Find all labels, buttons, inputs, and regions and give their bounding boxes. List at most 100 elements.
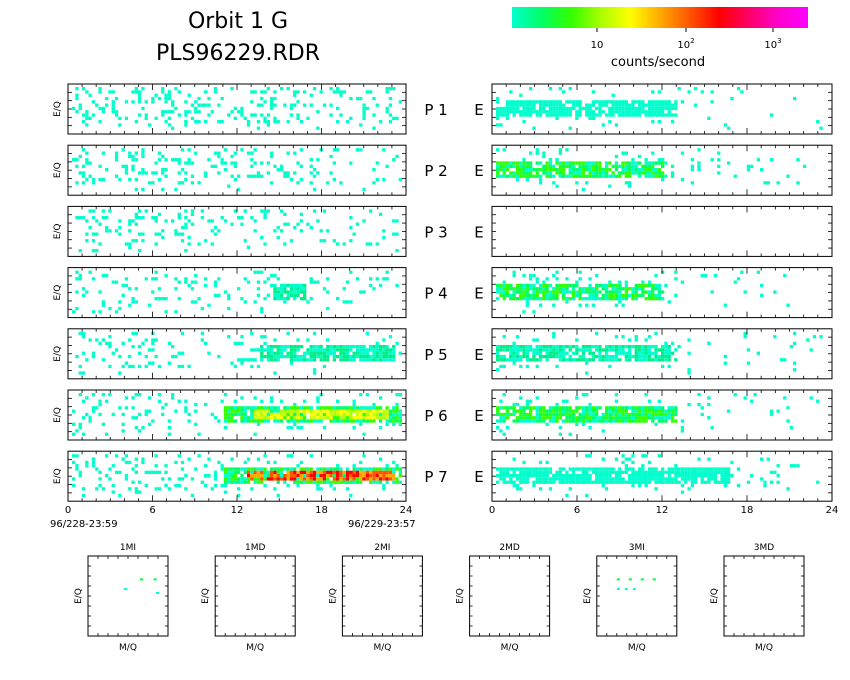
- spectrogram-cell: [91, 100, 96, 104]
- spectrogram-cell: [260, 113, 264, 117]
- spectrogram-cell: [154, 171, 158, 175]
- spectrogram-cell: [385, 406, 389, 410]
- spectrogram-cell: [81, 493, 86, 498]
- spectrogram-cell: [631, 164, 635, 168]
- spectrogram-cell: [545, 168, 549, 172]
- spectrogram-cell: [618, 467, 622, 471]
- spectrogram-cell: [349, 474, 353, 478]
- spectrogram-cell: [111, 103, 115, 107]
- spectrogram-cell: [223, 477, 228, 481]
- spectrogram-cell: [634, 287, 638, 291]
- spectrogram-cell: [568, 290, 572, 294]
- spectrogram-cell: [743, 331, 747, 336]
- spectrogram-cell: [694, 474, 698, 478]
- spectrogram-cell: [618, 474, 622, 478]
- spectrogram-cell: [614, 161, 619, 165]
- spectrogram-cell: [240, 106, 244, 111]
- spectrogram-cell: [382, 477, 386, 481]
- spectrogram-cell: [378, 419, 383, 423]
- spectrogram-cell: [661, 412, 665, 417]
- spectrogram-cell: [588, 164, 592, 168]
- spectrogram-cell: [670, 477, 675, 481]
- spectrogram-cell: [309, 406, 313, 410]
- spectrogram-cell: [628, 419, 632, 423]
- spectrogram-cell: [256, 293, 261, 297]
- spectrogram-cell: [246, 477, 251, 481]
- spectrogram-cell: [296, 419, 300, 423]
- spectrogram-cell: [644, 161, 648, 165]
- spectrogram-cell: [190, 477, 195, 481]
- ylabel-eq: E/Q: [53, 162, 63, 178]
- spectrogram-cell: [677, 474, 681, 478]
- spectrogram-cell: [529, 171, 533, 175]
- spectrogram-cell: [154, 277, 158, 281]
- spectrogram-cell: [273, 297, 277, 301]
- spectrogram-cell: [512, 409, 516, 413]
- spectrogram-cell: [558, 477, 562, 481]
- spectrogram-cell: [548, 293, 553, 297]
- spectrogram-cell: [359, 480, 363, 484]
- spectrogram-cell: [631, 168, 635, 172]
- spectrogram-cell: [279, 287, 284, 291]
- spectrogram-cell: [276, 277, 280, 281]
- spectrogram-cell: [171, 103, 175, 107]
- spectrogram-cell: [392, 470, 396, 474]
- spectrogram-cell: [519, 293, 523, 297]
- spectrogram-cell: [542, 168, 546, 172]
- spectrogram-cell: [131, 416, 135, 420]
- spectrogram-cell: [608, 364, 612, 369]
- spectrogram-cell: [535, 287, 539, 291]
- spectrogram-cell: [568, 174, 572, 178]
- spectrogram-cell: [509, 287, 513, 291]
- spectrogram-cell: [355, 470, 360, 474]
- spectrogram-cell: [595, 283, 599, 288]
- spectrogram-cell: [687, 470, 691, 474]
- spectrogram-cell: [329, 416, 333, 420]
- spectrogram-cell: [502, 280, 506, 284]
- panel-cells: [496, 148, 807, 192]
- spectrogram-cell: [535, 297, 539, 301]
- spectrogram-cell: [562, 348, 566, 352]
- spectrogram-cell: [385, 345, 389, 349]
- spectrogram-cell: [786, 419, 790, 423]
- spectrogram-cell: [138, 345, 142, 349]
- spectrogram-cell: [575, 351, 579, 355]
- spectrogram-cell: [631, 106, 635, 111]
- spectrogram-cell: [644, 412, 648, 417]
- spectrogram-cell: [263, 341, 267, 345]
- spectrogram-cell: [664, 174, 668, 178]
- spectrogram-cell: [395, 402, 399, 407]
- spectrogram-cell: [598, 351, 602, 355]
- spectrogram-cell: [532, 474, 536, 478]
- spectrogram-cell: [512, 103, 516, 107]
- spectrogram-cell: [608, 120, 612, 124]
- spectrogram-cell: [628, 293, 632, 297]
- spectrogram-cell: [644, 168, 648, 172]
- spectrogram-cell: [674, 406, 678, 410]
- spectrogram-cell: [194, 422, 198, 426]
- spectrogram-cell: [303, 477, 307, 481]
- spectrogram-cell: [263, 280, 267, 284]
- spectrogram-cell: [382, 338, 386, 342]
- spectrogram-cell: [624, 171, 628, 175]
- spectrogram-cell: [369, 209, 373, 213]
- spectrogram-cell: [618, 419, 622, 423]
- spectrogram-cell: [499, 364, 503, 369]
- colorbar-tick-3: 103: [764, 37, 781, 51]
- spectrogram-cell: [641, 100, 645, 104]
- spectrogram-cell: [515, 100, 520, 104]
- spectrogram-cell: [538, 358, 543, 362]
- spectrogram-cell: [316, 345, 320, 349]
- spectrogram-cell: [552, 406, 556, 410]
- spectrogram-cell: [322, 412, 327, 417]
- spectrogram-cell: [230, 110, 234, 114]
- spectrogram-cell: [128, 177, 132, 182]
- spectrogram-cell: [296, 477, 300, 481]
- spectrogram-cell: [502, 474, 506, 478]
- spectrogram-cell: [154, 232, 158, 236]
- spectrogram-cell: [256, 480, 261, 484]
- spectrogram-cell: [532, 168, 536, 172]
- spectrogram-cell: [309, 181, 313, 185]
- right-spectrogram-panel-6: [491, 389, 833, 441]
